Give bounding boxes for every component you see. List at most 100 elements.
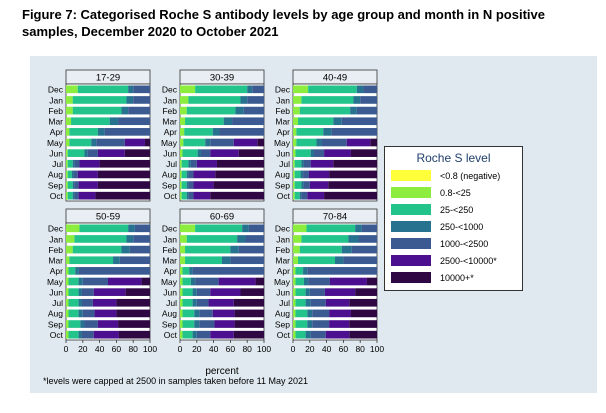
- x-tick-label: 100: [370, 344, 384, 354]
- bar-segment: [295, 320, 308, 328]
- bar-segment: [303, 181, 310, 189]
- bar-segment: [181, 191, 187, 200]
- bar-segment: [300, 170, 304, 179]
- bar-segment: [196, 298, 209, 307]
- month-tick-label: Dec: [48, 224, 64, 234]
- bar-segment: [180, 298, 183, 307]
- bar-segment: [67, 149, 85, 157]
- bar-segment: [77, 170, 98, 179]
- bar-segment: [305, 298, 311, 307]
- month-tick-label: Sep: [275, 180, 290, 190]
- bar-segment: [69, 256, 114, 265]
- x-tick-label: 0: [178, 344, 183, 354]
- month-tick-label: Apr: [277, 266, 290, 276]
- bar-segment: [124, 149, 150, 157]
- bar-segment: [358, 235, 377, 243]
- bar-segment: [78, 267, 150, 275]
- month-tick-label: Oct: [50, 330, 64, 340]
- bar-segment: [134, 224, 150, 233]
- bar-segment: [370, 138, 377, 147]
- bar-segment: [341, 117, 377, 126]
- bar-segment: [310, 330, 326, 339]
- bar-segment: [108, 277, 142, 286]
- bar-segment: [92, 298, 117, 307]
- bar-segment: [363, 85, 377, 94]
- bar-segment: [97, 170, 150, 179]
- month-tick-label: Oct: [277, 330, 291, 340]
- bar-segment: [133, 235, 150, 243]
- bar-segment: [133, 96, 150, 104]
- legend-swatch: [391, 170, 431, 181]
- bar-segment: [118, 117, 150, 126]
- bar-segment: [210, 330, 234, 339]
- bar-segment: [295, 309, 308, 318]
- month-tick-label: Sep: [162, 180, 177, 190]
- bar-segment: [293, 277, 296, 286]
- bar-segment: [144, 138, 150, 147]
- bar-segment: [303, 267, 308, 275]
- bar-segment: [346, 138, 371, 147]
- bar-segment: [66, 277, 69, 286]
- month-tick-label: Oct: [50, 191, 64, 201]
- x-tick-label: 80: [355, 344, 365, 354]
- month-tick-label: Apr: [50, 127, 63, 137]
- bar-segment: [81, 288, 94, 296]
- bar-segment: [350, 149, 377, 157]
- bar-segment: [240, 96, 248, 104]
- figure-title: Figure 7: Categorised Roche S antibody l…: [22, 7, 545, 39]
- bar-segment: [325, 330, 350, 339]
- legend-label: 2500-<10000*: [440, 255, 497, 266]
- x-tick-label: 40: [95, 344, 105, 354]
- bar-segment: [293, 235, 302, 243]
- panel-label: 60-69: [210, 212, 234, 223]
- bar-segment: [72, 191, 75, 200]
- bar-segment: [305, 330, 311, 339]
- month-tick-label: Aug: [48, 309, 63, 319]
- bar-segment: [180, 309, 183, 318]
- bar-segment: [81, 330, 94, 339]
- bar-segment: [74, 159, 80, 168]
- bar-segment: [180, 191, 182, 200]
- bar-segment: [233, 298, 264, 307]
- x-tick-label: 60: [112, 344, 122, 354]
- bar-segment: [247, 96, 264, 104]
- bar-segment: [196, 159, 217, 168]
- bar-segment: [230, 245, 239, 254]
- bar-segment: [301, 235, 349, 243]
- month-tick-label: Jun: [163, 287, 177, 297]
- month-tick-label: Apr: [164, 266, 177, 276]
- bar-segment: [331, 128, 377, 136]
- bar-segment: [66, 256, 70, 265]
- bar-segment: [180, 159, 182, 168]
- month-tick-label: May: [161, 277, 178, 287]
- bar-segment: [73, 170, 78, 179]
- bar-segment: [214, 320, 235, 328]
- bar-segment: [74, 235, 127, 243]
- bar-segment: [303, 170, 309, 179]
- x-tick-label: 60: [226, 344, 236, 354]
- bar-segment: [212, 128, 220, 136]
- month-tick-label: Oct: [164, 191, 178, 201]
- panel-label: 40-49: [323, 73, 347, 84]
- bar-segment: [295, 267, 304, 275]
- month-tick-label: Oct: [277, 191, 291, 201]
- bar-segment: [188, 181, 194, 189]
- bar-segment: [67, 170, 72, 179]
- bar-segment: [97, 128, 105, 136]
- bar-segment: [329, 320, 350, 328]
- month-tick-label: Jan: [49, 95, 63, 105]
- bar-segment: [183, 138, 206, 147]
- month-tick-label: Aug: [48, 170, 63, 180]
- bar-segment: [78, 277, 83, 286]
- bar-segment: [180, 117, 186, 126]
- bar-segment: [308, 85, 357, 94]
- bar-segment: [293, 181, 295, 189]
- bar-segment: [188, 191, 194, 200]
- legend-swatch: [391, 187, 431, 198]
- x-tick-label: 100: [257, 344, 271, 354]
- bar-segment: [301, 191, 308, 200]
- bar-segment: [66, 235, 75, 243]
